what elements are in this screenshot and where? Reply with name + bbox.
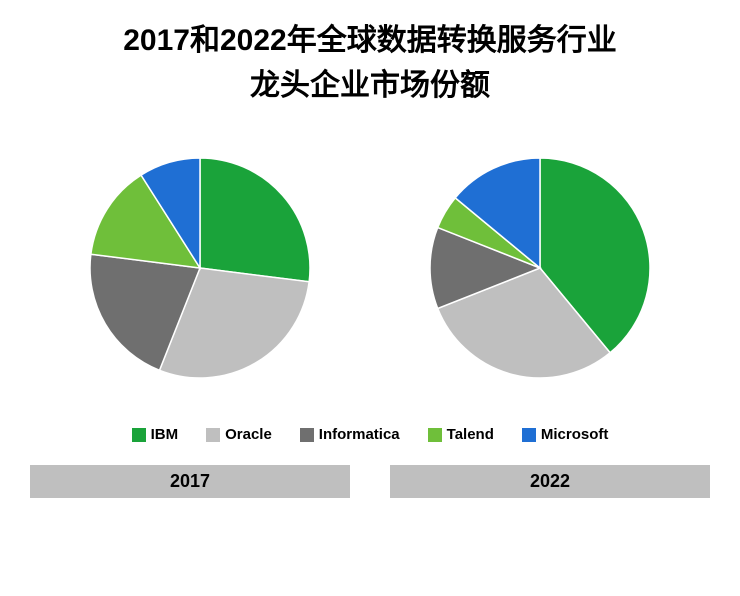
legend-marker-icon [300, 428, 314, 442]
year-label-2017: 2017 [30, 465, 350, 498]
legend-item-ibm: IBM [132, 426, 179, 443]
pie-chart-2017 [70, 138, 330, 398]
title-line-1: 2017和2022年全球数据转换服务行业 [0, 18, 740, 63]
legend-label: Talend [447, 426, 494, 443]
chart-title: 2017和2022年全球数据转换服务行业 龙头企业市场份额 [0, 0, 740, 108]
legend: IBM Oracle Informatica Talend Microsoft [0, 426, 740, 443]
legend-marker-icon [132, 428, 146, 442]
legend-item-informatica: Informatica [300, 426, 400, 443]
legend-label: Informatica [319, 426, 400, 443]
year-labels-row: 2017 2022 [0, 465, 740, 498]
legend-label: IBM [151, 426, 179, 443]
legend-label: Microsoft [541, 426, 609, 443]
legend-marker-icon [522, 428, 536, 442]
title-line-2: 龙头企业市场份额 [0, 63, 740, 108]
pie-chart-2022 [410, 138, 670, 398]
pie-slice-ibm [200, 158, 310, 282]
legend-item-oracle: Oracle [206, 426, 272, 443]
legend-marker-icon [206, 428, 220, 442]
legend-label: Oracle [225, 426, 272, 443]
legend-item-microsoft: Microsoft [522, 426, 609, 443]
legend-marker-icon [428, 428, 442, 442]
year-label-2022: 2022 [390, 465, 710, 498]
charts-row [0, 138, 740, 398]
legend-item-talend: Talend [428, 426, 494, 443]
